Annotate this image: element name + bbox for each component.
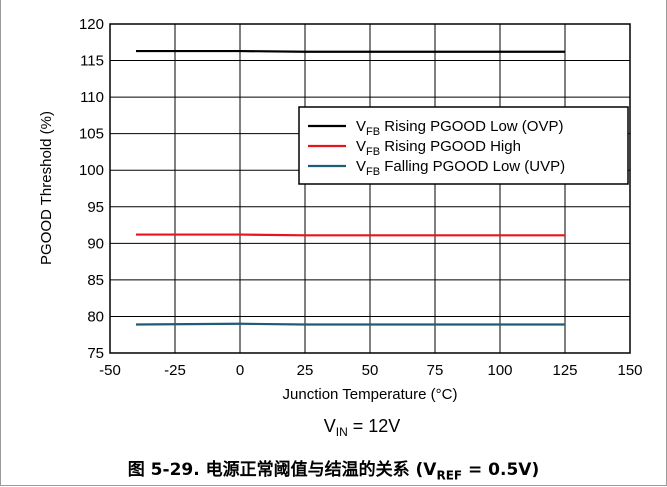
legend-items: VFB Rising PGOOD Low (OVP)VFB Rising PGO… [308, 118, 565, 178]
x-tick-label: 150 [617, 362, 642, 379]
x-axis-label: Junction Temperature (°C) [283, 386, 458, 403]
y-axis-ticks: 75 80 85 90 95 100 105 110 115 120 [79, 16, 104, 362]
y-axis-label: PGOOD Threshold (%) [38, 111, 55, 265]
plot-area-border [109, 23, 631, 354]
grid [109, 23, 631, 354]
y-tick-label: 95 [87, 199, 104, 216]
series-line-1 [136, 49, 565, 53]
x-tick-label: -50 [99, 362, 121, 379]
y-tick-label: 105 [79, 126, 104, 143]
x-tick-label: 100 [487, 362, 512, 379]
legend-label-1: VFB Rising PGOOD Low (OVP) [356, 118, 563, 138]
x-tick-label: 0 [236, 362, 244, 379]
vin-annotation-main: V [324, 416, 336, 436]
y-tick-label: 115 [80, 53, 104, 70]
x-tick-label: 125 [552, 362, 577, 379]
x-tick-label: 75 [427, 362, 444, 379]
figure-caption: 图 5-29. 电源正常阈值与结温的关系 (VREF = 0.5V) [0, 455, 667, 482]
x-tick-label: 50 [362, 362, 379, 379]
y-tick-label: 85 [87, 272, 104, 289]
legend-box [298, 106, 629, 185]
vin-annotation-rest: = 12V [348, 416, 401, 436]
legend-label-2: VFB Rising PGOOD High [356, 138, 521, 158]
legend: VFB Rising PGOOD Low (OVP)VFB Rising PGO… [298, 106, 629, 185]
x-axis-ticks: -50 -25 0 25 50 75 100 125 150 [99, 362, 642, 379]
y-tick-label: 80 [87, 308, 104, 325]
series-line-3 [135, 322, 565, 326]
vin-annotation-sub: IN [336, 425, 348, 439]
vin-annotation: VIN = 12V [324, 416, 401, 439]
series-layer [135, 49, 565, 326]
legend-label-3: VFB Falling PGOOD Low (UVP) [356, 158, 565, 178]
caption-prefix: 图 5-29. 电源正常阈值与结温的关系 (V [127, 460, 437, 480]
caption-sub: REF [436, 468, 463, 483]
series-line-2 [136, 233, 565, 237]
y-tick-label: 100 [79, 162, 104, 179]
y-tick-label: 75 [87, 345, 104, 362]
x-tick-label: 25 [297, 362, 314, 379]
y-tick-label: 90 [87, 235, 104, 252]
caption-suffix: = 0.5V) [462, 460, 540, 480]
y-tick-label: 120 [79, 16, 104, 33]
x-tick-label: -25 [164, 362, 186, 379]
y-tick-label: 110 [80, 89, 104, 106]
